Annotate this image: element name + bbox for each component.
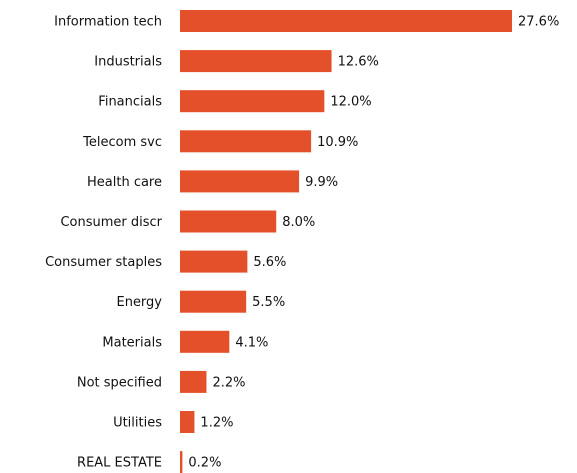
- value-label: 10.9%: [317, 135, 358, 150]
- category-label: Health care: [87, 175, 162, 190]
- category-label: REAL ESTATE: [77, 456, 162, 471]
- category-label: Financials: [98, 95, 162, 110]
- bar: [180, 210, 277, 233]
- value-label: 27.6%: [518, 15, 559, 30]
- value-label: 2.2%: [212, 375, 245, 390]
- value-label: 8.0%: [282, 215, 315, 230]
- bar: [180, 250, 248, 273]
- category-label: Consumer staples: [45, 255, 162, 270]
- bar: [180, 50, 332, 73]
- value-label: 12.0%: [330, 95, 371, 110]
- value-label: 5.6%: [253, 255, 286, 270]
- value-label: 0.2%: [188, 456, 221, 471]
- category-label: Not specified: [77, 375, 162, 390]
- category-label: Information tech: [54, 15, 162, 30]
- bar: [180, 290, 247, 313]
- category-label: Energy: [116, 295, 162, 310]
- category-label: Telecom svc: [82, 135, 162, 150]
- value-label: 12.6%: [338, 55, 379, 70]
- bar: [180, 411, 195, 433]
- bar: [180, 330, 230, 353]
- value-label: 1.2%: [200, 416, 233, 431]
- value-label: 4.1%: [235, 335, 268, 350]
- bar: [180, 170, 300, 193]
- bar: [180, 370, 207, 393]
- bar: [180, 90, 325, 113]
- category-label: Consumer discr: [60, 215, 162, 230]
- bar: [180, 451, 183, 473]
- category-label: Materials: [102, 335, 162, 350]
- value-label: 9.9%: [305, 175, 338, 190]
- value-label: 5.5%: [252, 295, 285, 310]
- bar: [180, 10, 512, 32]
- bar: [180, 130, 312, 153]
- category-label: Utilities: [113, 416, 162, 431]
- category-label: Industrials: [94, 55, 162, 70]
